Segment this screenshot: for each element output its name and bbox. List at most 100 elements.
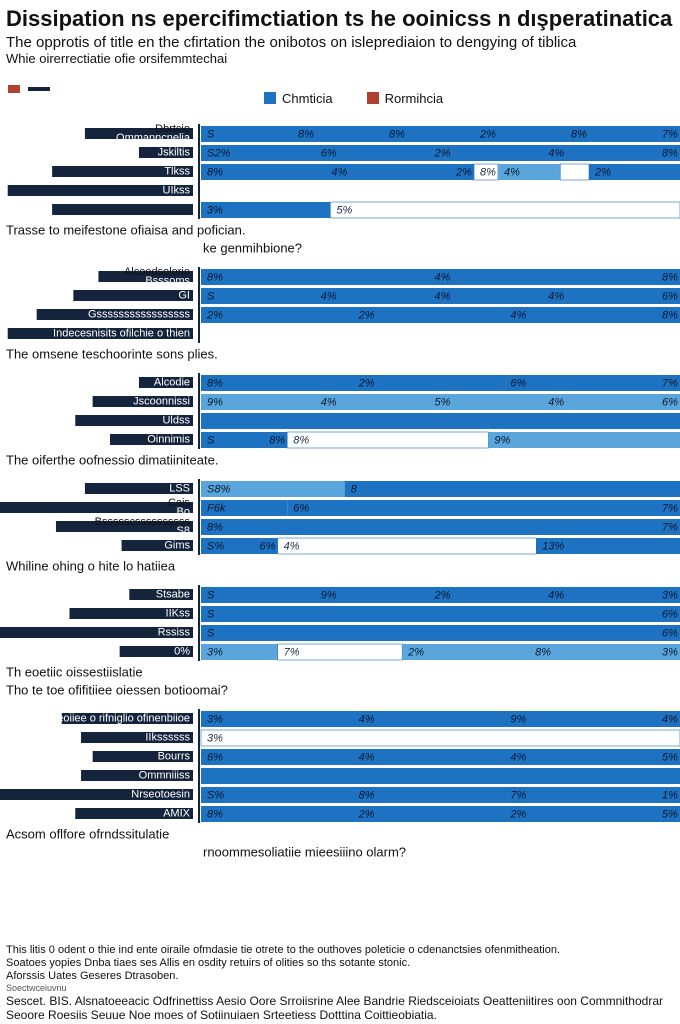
data-label: 8	[351, 483, 358, 495]
data-label: 6%	[662, 290, 678, 302]
dark-bar	[81, 732, 193, 743]
row-label: 0%	[174, 645, 190, 657]
row-label: LSS	[169, 482, 190, 494]
row-label: Bssssscssssssssss	[95, 516, 191, 528]
bar-segment	[559, 163, 590, 181]
data-label: 7%	[510, 789, 526, 801]
data-label: S	[207, 608, 215, 620]
bar-segment	[497, 164, 561, 180]
data-label: 8%	[207, 377, 223, 389]
row-label: Gims	[164, 539, 190, 551]
row-label: Jscoonnissi	[133, 395, 190, 407]
dark-bar	[138, 147, 193, 158]
dark-bar	[75, 808, 193, 819]
data-label: 7%	[662, 521, 678, 533]
chart-subtitle: The opprotis of title en the cfirtation …	[6, 34, 577, 51]
row-label: Alcoedsolerie	[124, 266, 190, 278]
data-label: 4%	[504, 166, 520, 178]
source-line: Seoore Roesiis Seuue Noe moes of Sotiinu…	[6, 1008, 437, 1022]
data-label: 3%	[207, 204, 223, 216]
row-label: Ommanncnelia	[116, 132, 191, 144]
data-label: 9%	[510, 713, 526, 725]
data-label: 2%	[358, 309, 375, 321]
chart-title: Dissipation ns epercifimctiation ts he o…	[6, 6, 674, 31]
data-label: 2%	[358, 377, 375, 389]
data-label: 8%	[571, 128, 587, 140]
data-label: 9%	[321, 589, 337, 601]
data-label: 9%	[494, 434, 510, 446]
data-label: 7%	[662, 377, 678, 389]
bar-segment	[201, 307, 680, 323]
bar-segment	[201, 413, 680, 429]
chart-subtitle-secondary: Whie oirerrectiatie ofie orsifemmtechai	[6, 51, 228, 66]
data-label: 2%	[358, 808, 375, 820]
data-label: 4%	[662, 713, 678, 725]
footnote-line: Soatoes yopies Dnba tiaes ses Allis en o…	[6, 957, 411, 969]
dark-bar	[61, 713, 194, 724]
data-label: 6%	[662, 396, 678, 408]
data-label: 4%	[510, 309, 526, 321]
row-label: Nrseotoesin	[131, 788, 190, 800]
chart-legend: Chmticia Rormihcia	[264, 90, 443, 106]
dark-bar	[92, 751, 193, 762]
data-label: 13%	[542, 540, 564, 552]
data-label: S	[207, 290, 215, 302]
data-label: 6%	[321, 147, 337, 159]
dark-bar	[92, 396, 193, 407]
data-label: 2%	[434, 147, 451, 159]
row-label: GI	[178, 289, 190, 301]
row-label: Stsabe	[156, 588, 190, 600]
data-label: S%	[207, 789, 224, 801]
data-label: 9%	[207, 396, 223, 408]
bar-segment	[200, 729, 680, 747]
bar-segment	[488, 432, 680, 448]
data-label: 4%	[510, 751, 526, 763]
data-label: 8%	[535, 646, 551, 658]
data-label: 4%	[548, 147, 564, 159]
row-label: IIKss	[166, 607, 191, 619]
row-label: IIkssssss	[145, 731, 190, 743]
dark-bar	[75, 415, 193, 426]
data-label: 6%	[662, 627, 678, 639]
data-label: S	[207, 128, 215, 140]
bar-segment	[201, 806, 680, 822]
data-label: 4%	[548, 396, 564, 408]
legend-entry-series-2: Rormihcia	[366, 91, 443, 106]
legend-entry-series-1: Chmticia	[264, 91, 333, 106]
dark-bar	[55, 521, 193, 532]
data-label: 4%	[321, 396, 337, 408]
bar-segment	[201, 625, 680, 641]
bar-segment	[201, 587, 680, 603]
footnote-line: Soectwceiuvnu	[6, 983, 67, 993]
data-label: 1%	[662, 789, 678, 801]
row-label: Gsssssssssssssssss	[88, 308, 191, 320]
row-label: Alcodie	[154, 376, 190, 388]
data-label: 5%	[662, 808, 678, 820]
data-label: 8%	[662, 271, 678, 283]
data-label: 7%	[662, 502, 678, 514]
bar-segment	[536, 538, 680, 554]
bar-segment	[201, 606, 680, 622]
group-note: Th eoetiic oissestiislatie	[6, 664, 143, 679]
data-label: 2%	[434, 589, 451, 601]
row-label: Ommniiiss	[139, 769, 191, 781]
data-label: 4%	[359, 713, 375, 725]
data-label: 8%	[269, 434, 285, 446]
data-label: 3%	[662, 646, 678, 658]
row-label: AMIX	[163, 807, 191, 819]
bar-segment	[201, 164, 475, 180]
group-note: Tho te toe ofifitiiee oiessen botioomai?	[6, 682, 228, 697]
row-label: Bo	[177, 506, 190, 518]
row-label: Cais	[168, 497, 191, 509]
data-label: 8%	[480, 166, 496, 178]
row-label: Uldss	[162, 414, 190, 426]
row-label: The joeoiiee o rifniglio ofinenbiioe	[27, 712, 190, 724]
mini-legend-swatch-red	[8, 85, 20, 93]
dark-bar	[84, 483, 193, 494]
data-label: 4%	[321, 290, 337, 302]
bar-segment	[588, 164, 680, 180]
group-note: The omsene teschoorinte sons plies.	[6, 346, 218, 361]
bar-segment	[201, 481, 345, 497]
group-note: The oiferthe oofnessio dimatiiniteate.	[6, 452, 218, 467]
legend-label-series-1: Chmticia	[282, 90, 333, 106]
